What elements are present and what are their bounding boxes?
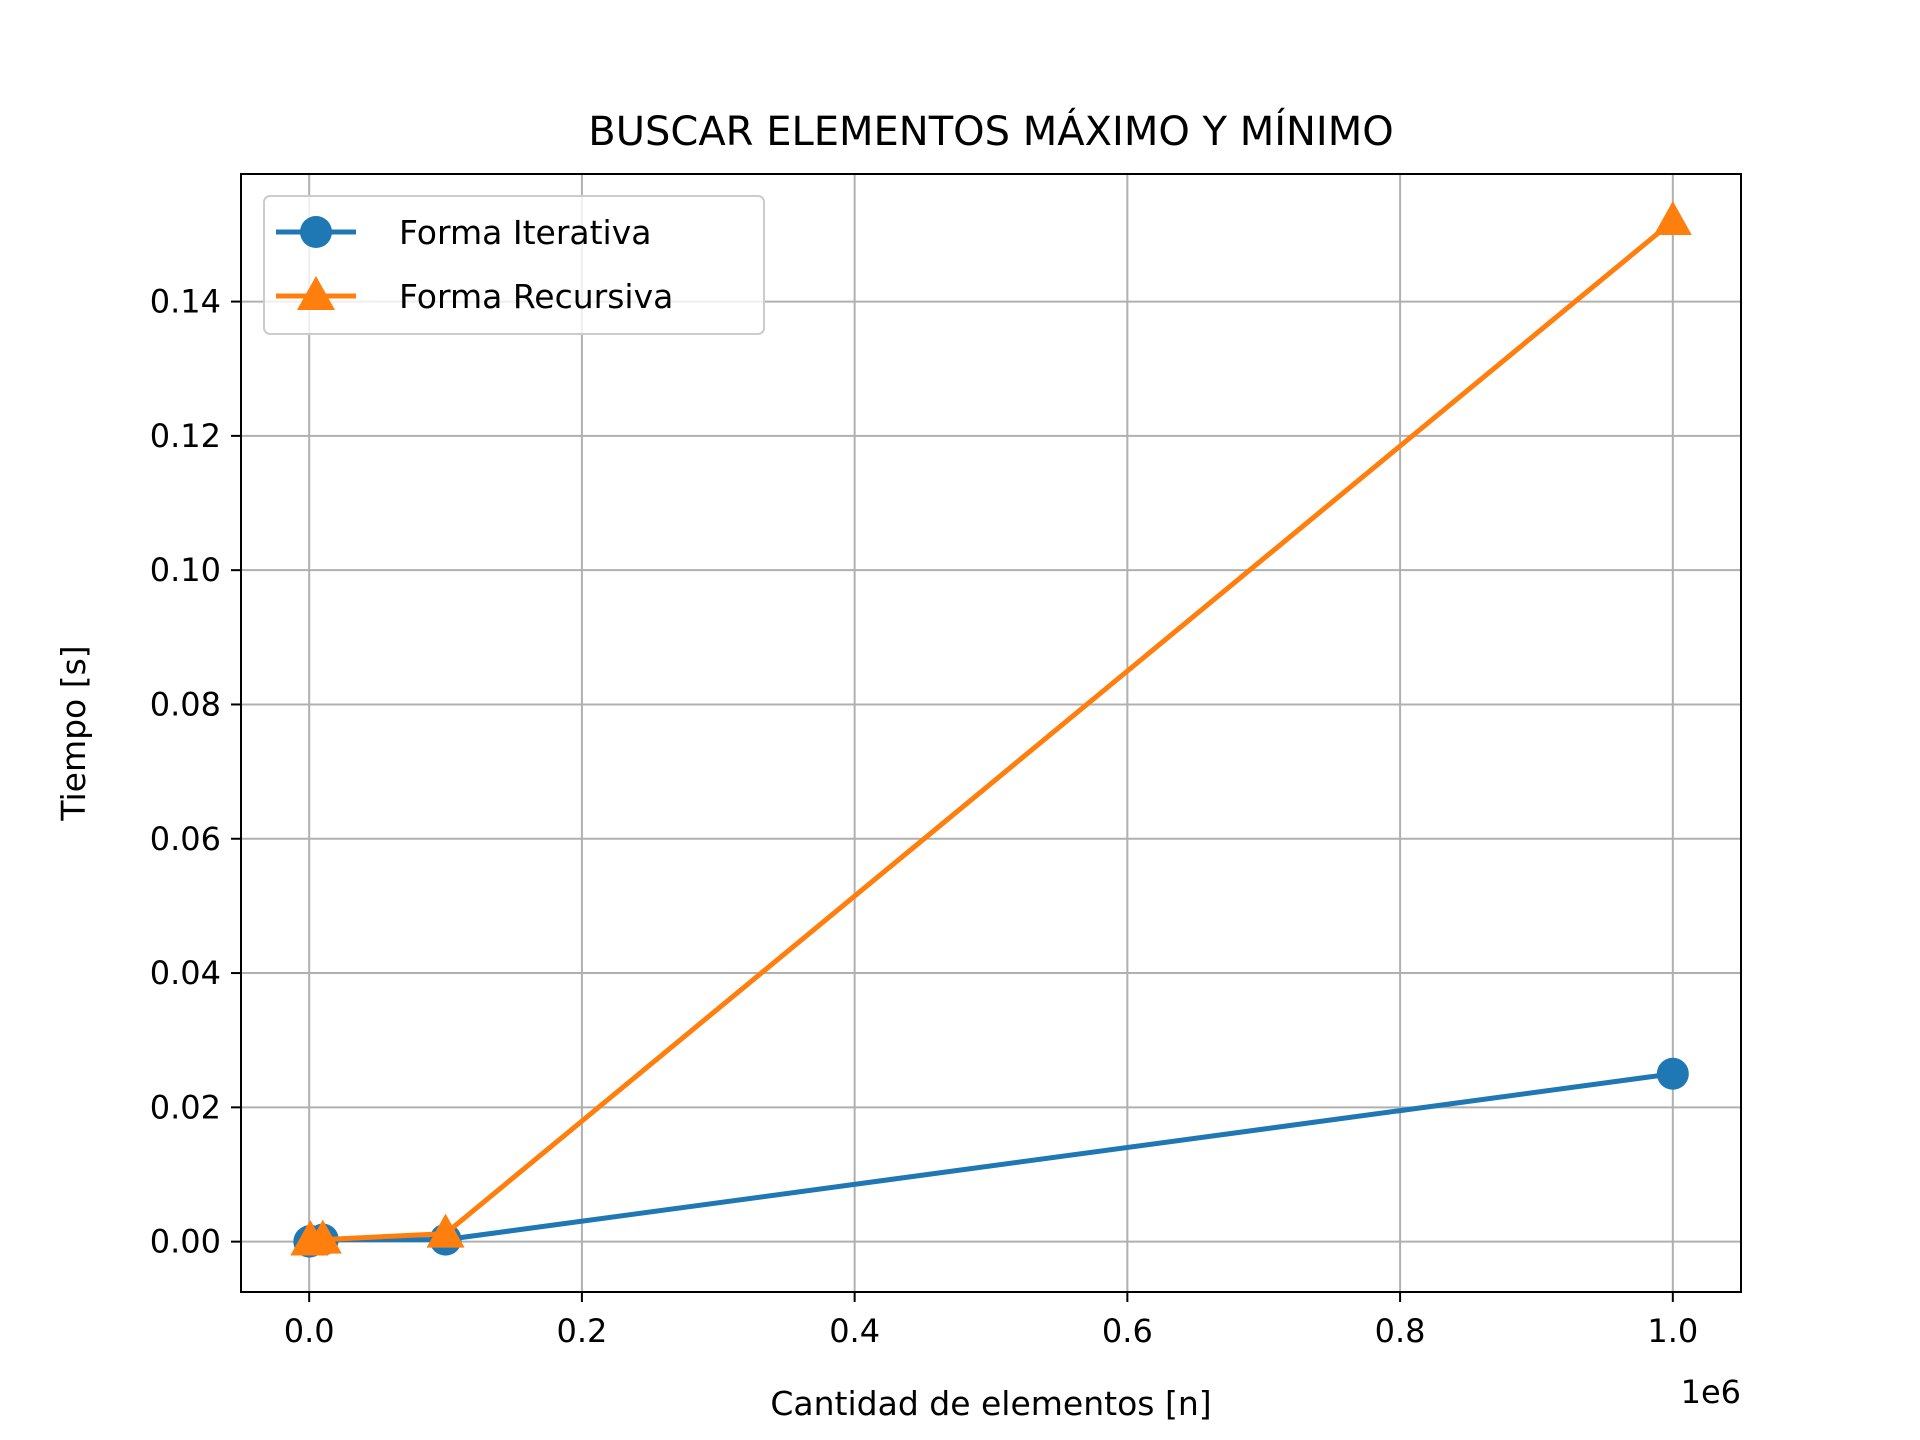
x-tick-label: 0.0 bbox=[284, 1312, 335, 1350]
legend-marker-forma-iterativa bbox=[300, 216, 332, 248]
y-tick-label: 0.12 bbox=[150, 417, 221, 455]
x-tick-label: 0.8 bbox=[1375, 1312, 1426, 1350]
y-tick-label: 0.04 bbox=[150, 954, 221, 992]
x-axis-label: Cantidad de elementos [n] bbox=[770, 1384, 1211, 1423]
ticks: 0.0 0.2 0.4 0.6 0.8 1.0 0.00 0.02 0.04 0.06 0.08 0.… bbox=[150, 283, 1699, 1350]
legend-item-forma-recursiva: Forma Recursiva bbox=[276, 276, 673, 316]
y-tick-label: 0.08 bbox=[150, 685, 221, 723]
x-tick-label: 0.6 bbox=[1102, 1312, 1153, 1350]
data-point-forma-recursiva bbox=[426, 1213, 465, 1248]
legend: Forma Iterativa Forma Recursiva bbox=[263, 195, 765, 335]
x-tick-label: 1.0 bbox=[1647, 1312, 1698, 1350]
grid bbox=[241, 174, 1741, 1292]
y-axis-label: Tiempo [s] bbox=[54, 645, 93, 821]
data-point-forma-iterativa bbox=[1656, 1057, 1689, 1090]
legend-marker-forma-recursiva bbox=[297, 276, 335, 310]
legend-box bbox=[263, 195, 765, 335]
chart-title: BUSCAR ELEMENTOS MÁXIMO Y MÍNIMO bbox=[588, 107, 1393, 155]
y-tick-label: 0.06 bbox=[150, 820, 221, 858]
y-tick-label: 0.14 bbox=[150, 283, 221, 321]
data-point-forma-recursiva bbox=[303, 1219, 342, 1254]
y-tick-label: 0.00 bbox=[150, 1223, 221, 1261]
x-tick-label: 0.4 bbox=[829, 1312, 880, 1350]
y-tick-label: 0.02 bbox=[150, 1088, 221, 1126]
legend-label-forma-recursiva: Forma Recursiva bbox=[399, 277, 673, 316]
x-axis-offset-label: 1e6 bbox=[1681, 1373, 1741, 1411]
series-layer bbox=[290, 201, 1692, 1258]
x-tick-label: 0.2 bbox=[556, 1312, 607, 1350]
series-forma-recursiva bbox=[290, 201, 1692, 1256]
data-point-forma-recursiva bbox=[1653, 201, 1692, 236]
legend-item-forma-iterativa: Forma Iterativa bbox=[276, 213, 651, 252]
legend-label-forma-iterativa: Forma Iterativa bbox=[399, 213, 651, 252]
plot-frame bbox=[240, 173, 1742, 1293]
y-tick-label: 0.10 bbox=[150, 551, 221, 589]
